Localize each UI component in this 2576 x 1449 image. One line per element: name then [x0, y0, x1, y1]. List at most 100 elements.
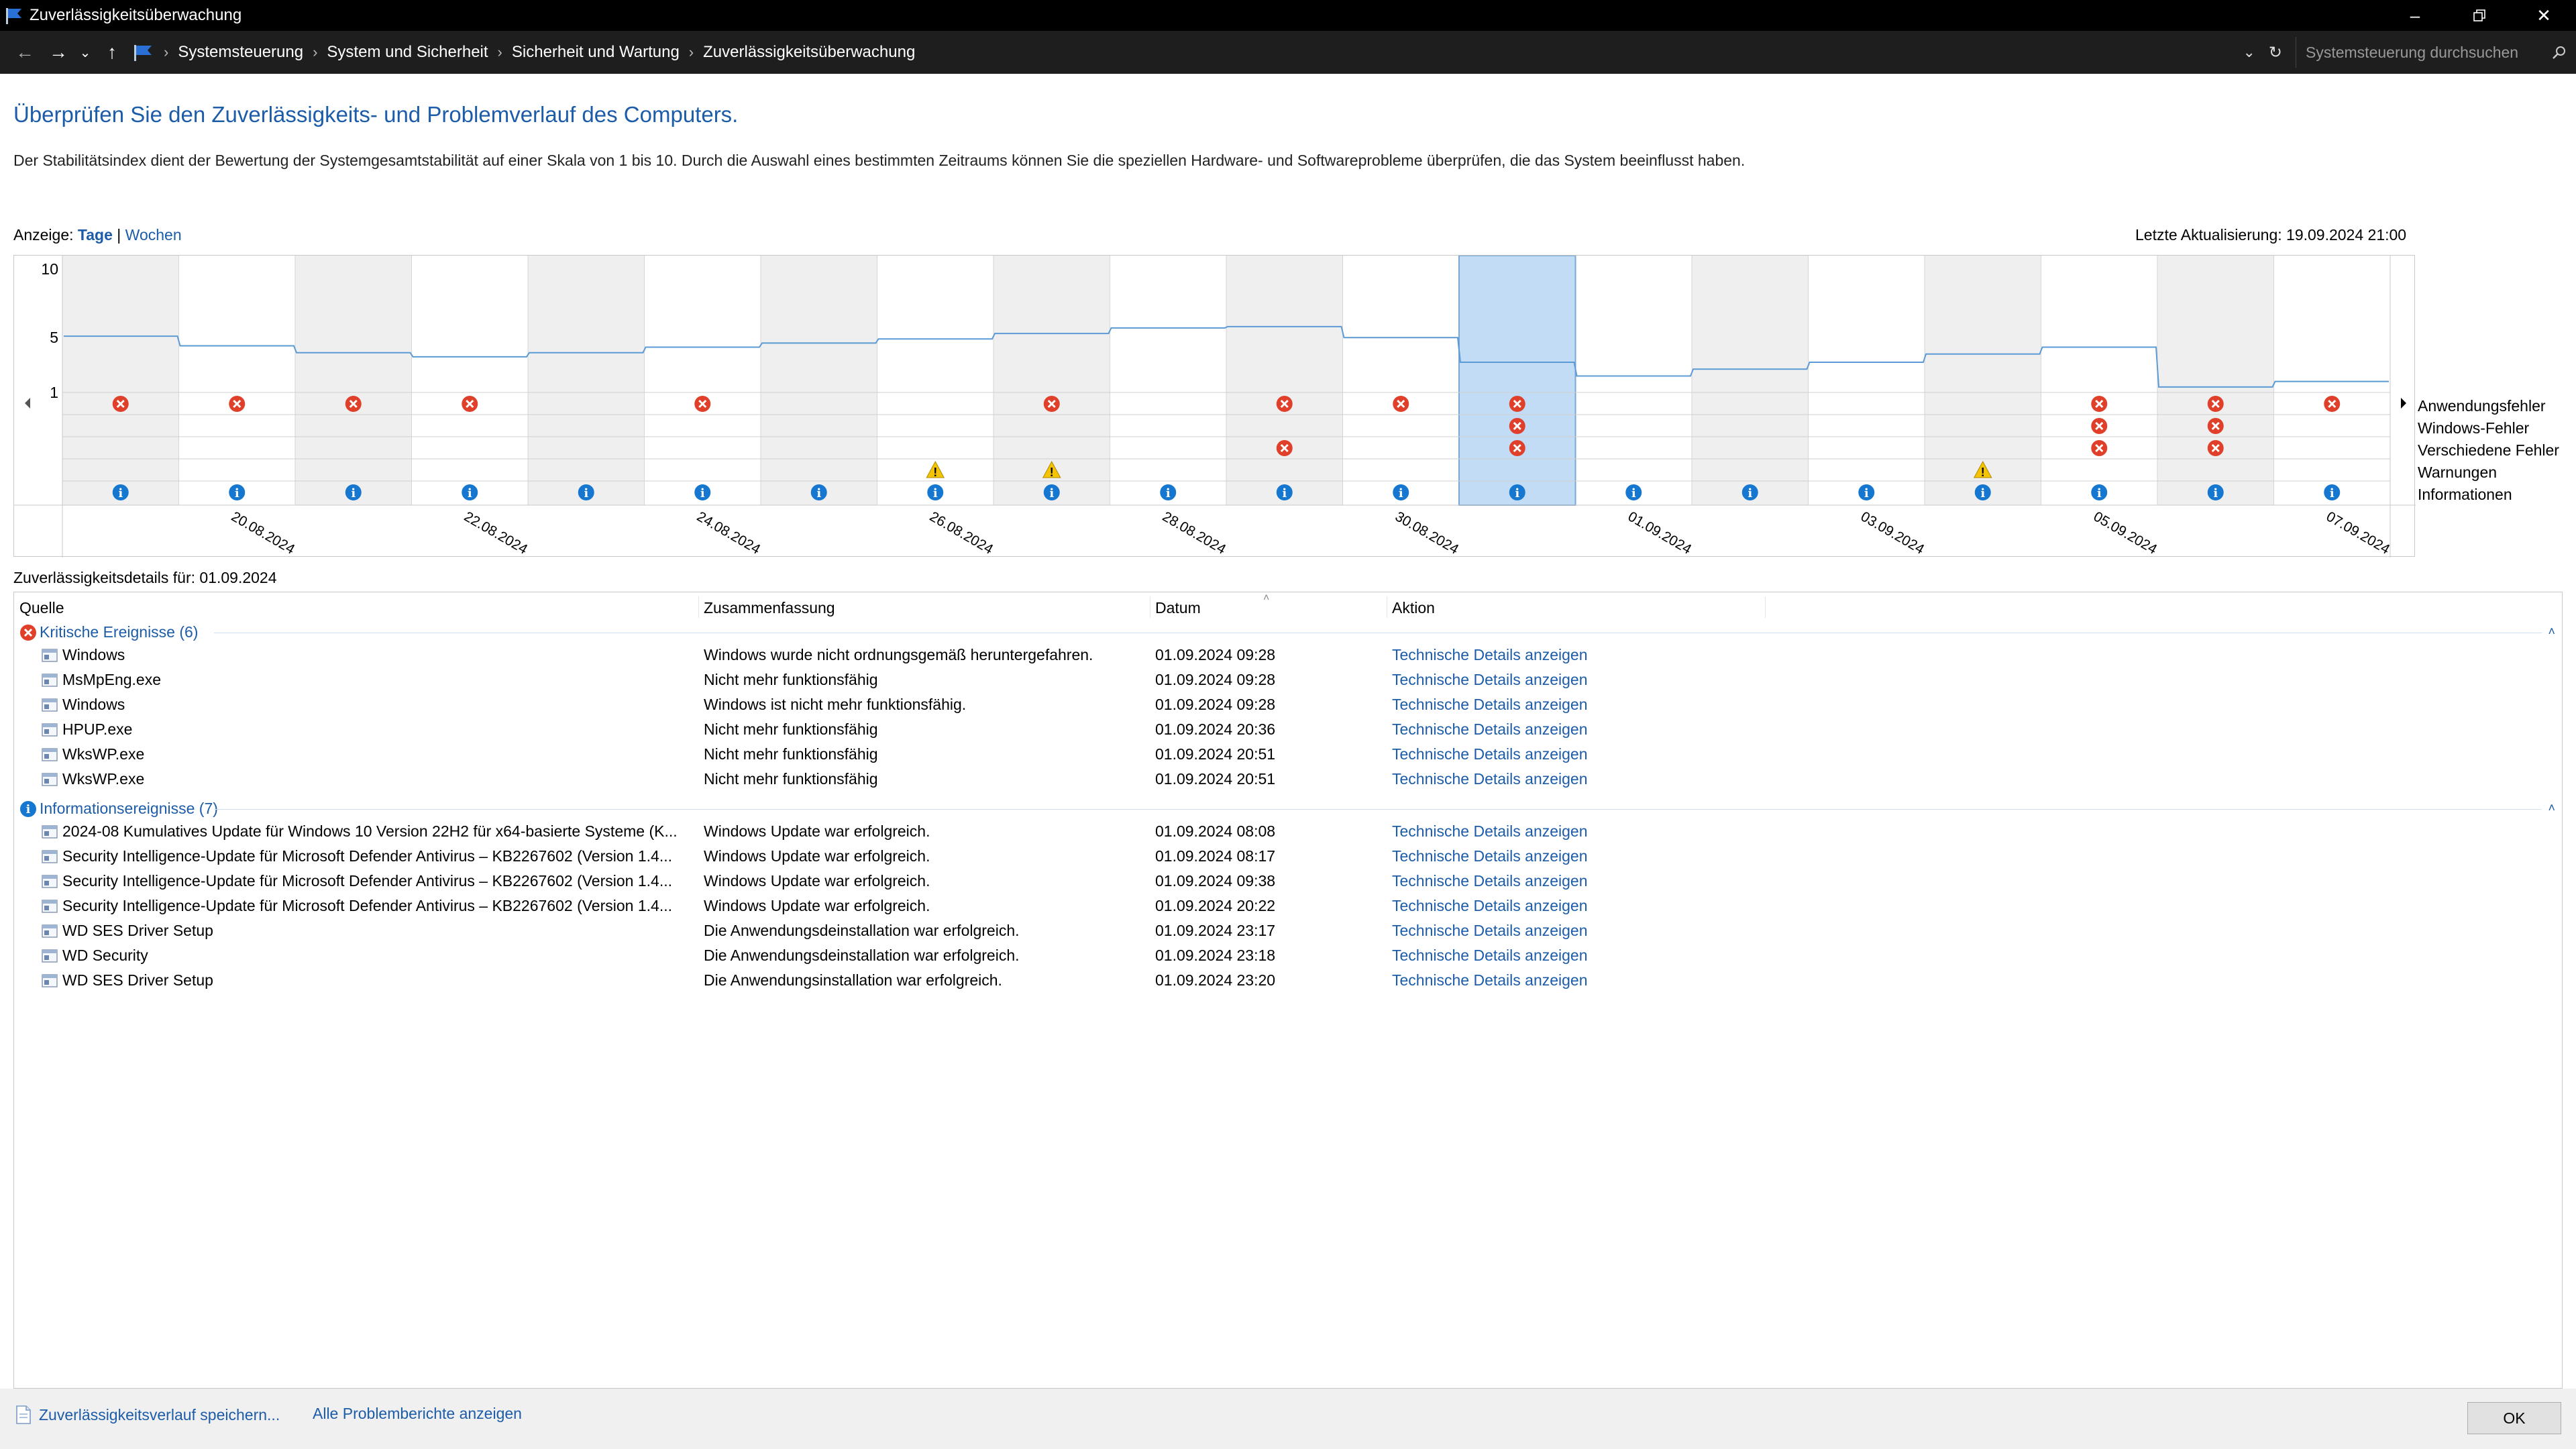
back-button[interactable]: ←	[15, 42, 34, 62]
info-icon[interactable]	[1625, 484, 1642, 500]
refresh-icon[interactable]: ↻	[2268, 43, 2282, 62]
chart-day-column[interactable]	[2273, 256, 2391, 505]
chart-day-column[interactable]	[411, 256, 529, 505]
column-header-zusammenfassung[interactable]: Zusammenfassung	[704, 599, 835, 616]
info-icon[interactable]	[345, 484, 362, 500]
technical-details-link[interactable]: Technische Details anzeigen	[1392, 822, 1588, 840]
info-icon[interactable]	[2091, 484, 2108, 500]
breadcrumb-separator-icon[interactable]: ›	[497, 44, 502, 60]
breadcrumb-separator-icon[interactable]: ›	[688, 44, 694, 60]
technical-details-link[interactable]: Technische Details anzeigen	[1392, 897, 1588, 914]
chart-day-column[interactable]	[644, 256, 761, 505]
info-icon[interactable]	[2324, 484, 2341, 500]
reliability-chart[interactable]: 10 5 1!!! i i i i i i i i i i i i i i i i i i i i 20.08.2024 22.…	[13, 255, 2416, 557]
warning-icon[interactable]	[1042, 460, 1061, 478]
info-icon[interactable]	[927, 484, 944, 500]
technical-details-link[interactable]: Technische Details anzeigen	[1392, 745, 1588, 763]
info-icon[interactable]	[1276, 484, 1293, 500]
technical-details-link[interactable]: Technische Details anzeigen	[1392, 872, 1588, 890]
technical-details-link[interactable]: Technische Details anzeigen	[1392, 720, 1588, 738]
table-row[interactable]: Security Intelligence-Update für Microso…	[14, 843, 2562, 868]
breadcrumb-item-zuverlaessigkeit[interactable]: Zuverlässigkeitsüberwachung	[703, 43, 916, 61]
table-row[interactable]: WksWP.exe Nicht mehr funktionsfähig 01.09.…	[14, 741, 2562, 766]
chart-day-column[interactable]	[1110, 256, 1227, 505]
technical-details-link[interactable]: Technische Details anzeigen	[1392, 847, 1588, 865]
table-row[interactable]: Windows Windows ist nicht mehr funktionsf…	[14, 692, 2562, 716]
column-header-quelle[interactable]: Quelle	[19, 599, 64, 616]
table-row[interactable]: 2024-08 Kumulatives Update für Windows 1…	[14, 818, 2562, 843]
info-icon[interactable]	[1393, 484, 1409, 500]
info-icon[interactable]	[229, 484, 246, 500]
info-icon[interactable]	[462, 484, 478, 500]
warning-icon[interactable]	[926, 460, 945, 478]
breadcrumb-item-systemsteuerung[interactable]: Systemsteuerung	[178, 43, 304, 61]
table-row[interactable]: WD SES Driver Setup Die Anwendungsdeinsta…	[14, 918, 2562, 943]
info-icon[interactable]	[1160, 484, 1177, 500]
breadcrumb-item-system-und-sicherheit[interactable]: System und Sicherheit	[327, 43, 488, 61]
save-history-link[interactable]: Zuverlässigkeitsverlauf speichern...	[15, 1405, 280, 1425]
column-divider[interactable]	[698, 596, 699, 618]
table-row[interactable]: Windows Windows wurde nicht ordnungsgemäß…	[14, 642, 2562, 667]
info-icon[interactable]	[1741, 484, 1758, 500]
group-title[interactable]: Informationsereignisse (7)	[40, 800, 218, 817]
info-icon[interactable]	[1858, 484, 1875, 500]
recent-pages-button[interactable]: ⌄	[79, 45, 91, 60]
breadcrumb-separator-icon[interactable]: ›	[164, 44, 169, 60]
table-row[interactable]: HPUP.exe Nicht mehr funktionsfähig 01.09.2…	[14, 716, 2562, 741]
search-box[interactable]: Systemsteuerung durchsuchen	[2296, 37, 2576, 68]
technical-details-link[interactable]: Technische Details anzeigen	[1392, 770, 1588, 788]
info-icon[interactable]	[112, 484, 129, 500]
chart-day-column[interactable]	[1459, 256, 1576, 505]
group-critical-events[interactable]: Kritische Ereignisse (6)	[19, 623, 2542, 641]
breadcrumb-item-sicherheit-und-wartung[interactable]: Sicherheit und Wartung	[511, 43, 680, 61]
reliability-chart-svg[interactable]: 10 5 1!! ! i i i i i i i i i i i i i i i i i i i i 20.08.2024 22.…	[14, 256, 2416, 557]
table-row[interactable]: Security Intelligence-Update für Microso…	[14, 893, 2562, 918]
warning-icon[interactable]	[1973, 460, 1992, 478]
breadcrumb-separator-icon[interactable]: ›	[313, 44, 318, 60]
minimize-button[interactable]: –	[2410, 5, 2420, 25]
group-title[interactable]: Kritische Ereignisse (6)	[40, 623, 199, 641]
chart-day-column[interactable]	[1226, 256, 1343, 505]
chart-scroll-left-icon[interactable]	[25, 398, 30, 409]
chart-day-column[interactable]	[2041, 256, 2158, 505]
technical-details-link[interactable]: Technische Details anzeigen	[1392, 971, 1588, 989]
table-row[interactable]: MsMpEng.exe Nicht mehr funktionsfähig 01.0…	[14, 667, 2562, 692]
group-information-events[interactable]: i Informationsereignisse (7)	[19, 800, 2542, 818]
column-divider[interactable]	[1765, 596, 1766, 618]
technical-details-link[interactable]: Technische Details anzeigen	[1392, 671, 1588, 688]
chart-day-column[interactable]	[178, 256, 296, 505]
table-row[interactable]: WD SES Driver Setup Die Anwendungsinstall…	[14, 967, 2562, 992]
collapse-group-icon[interactable]: ˄	[2548, 625, 2555, 638]
table-row[interactable]: WksWP.exe Nicht mehr funktionsfähig 01.09.…	[14, 766, 2562, 791]
close-button[interactable]: ✕	[2536, 5, 2551, 25]
technical-details-link[interactable]: Technische Details anzeigen	[1392, 947, 1588, 964]
column-header-datum[interactable]: Datum	[1155, 599, 1201, 616]
view-days-link[interactable]: Tage	[77, 226, 113, 244]
info-icon[interactable]	[2207, 484, 2224, 500]
chart-scroll-right-icon[interactable]	[2401, 398, 2406, 409]
chart-day-column[interactable]	[1342, 256, 1460, 505]
view-weeks-link[interactable]: Wochen	[125, 226, 182, 244]
chart-day-column[interactable]	[1575, 256, 1693, 505]
collapse-group-icon[interactable]: ˄	[2548, 801, 2555, 814]
info-icon[interactable]	[1974, 484, 1991, 500]
technical-details-link[interactable]: Technische Details anzeigen	[1392, 922, 1588, 939]
address-dropdown-icon[interactable]: ⌄	[2243, 44, 2255, 60]
info-icon[interactable]	[1509, 484, 1525, 500]
forward-button[interactable]: →	[49, 42, 68, 62]
info-icon[interactable]	[578, 484, 594, 500]
info-icon[interactable]	[810, 484, 827, 500]
technical-details-link[interactable]: Technische Details anzeigen	[1392, 646, 1588, 663]
chart-day-column[interactable]	[295, 256, 412, 505]
chart-day-column[interactable]	[1808, 256, 1925, 505]
search-icon[interactable]	[2552, 45, 2567, 60]
table-row[interactable]: Security Intelligence-Update für Microso…	[14, 868, 2562, 893]
ok-button[interactable]: OK	[2467, 1402, 2561, 1434]
all-reports-link[interactable]: Alle Problemberichte anzeigen	[313, 1405, 522, 1422]
save-history-label[interactable]: Zuverlässigkeitsverlauf speichern...	[39, 1405, 280, 1424]
info-icon[interactable]	[694, 484, 711, 500]
info-icon[interactable]	[1043, 484, 1060, 500]
up-button[interactable]: ↑	[107, 42, 117, 62]
chart-day-column[interactable]	[2157, 256, 2274, 505]
chart-day-column[interactable]	[761, 256, 877, 505]
